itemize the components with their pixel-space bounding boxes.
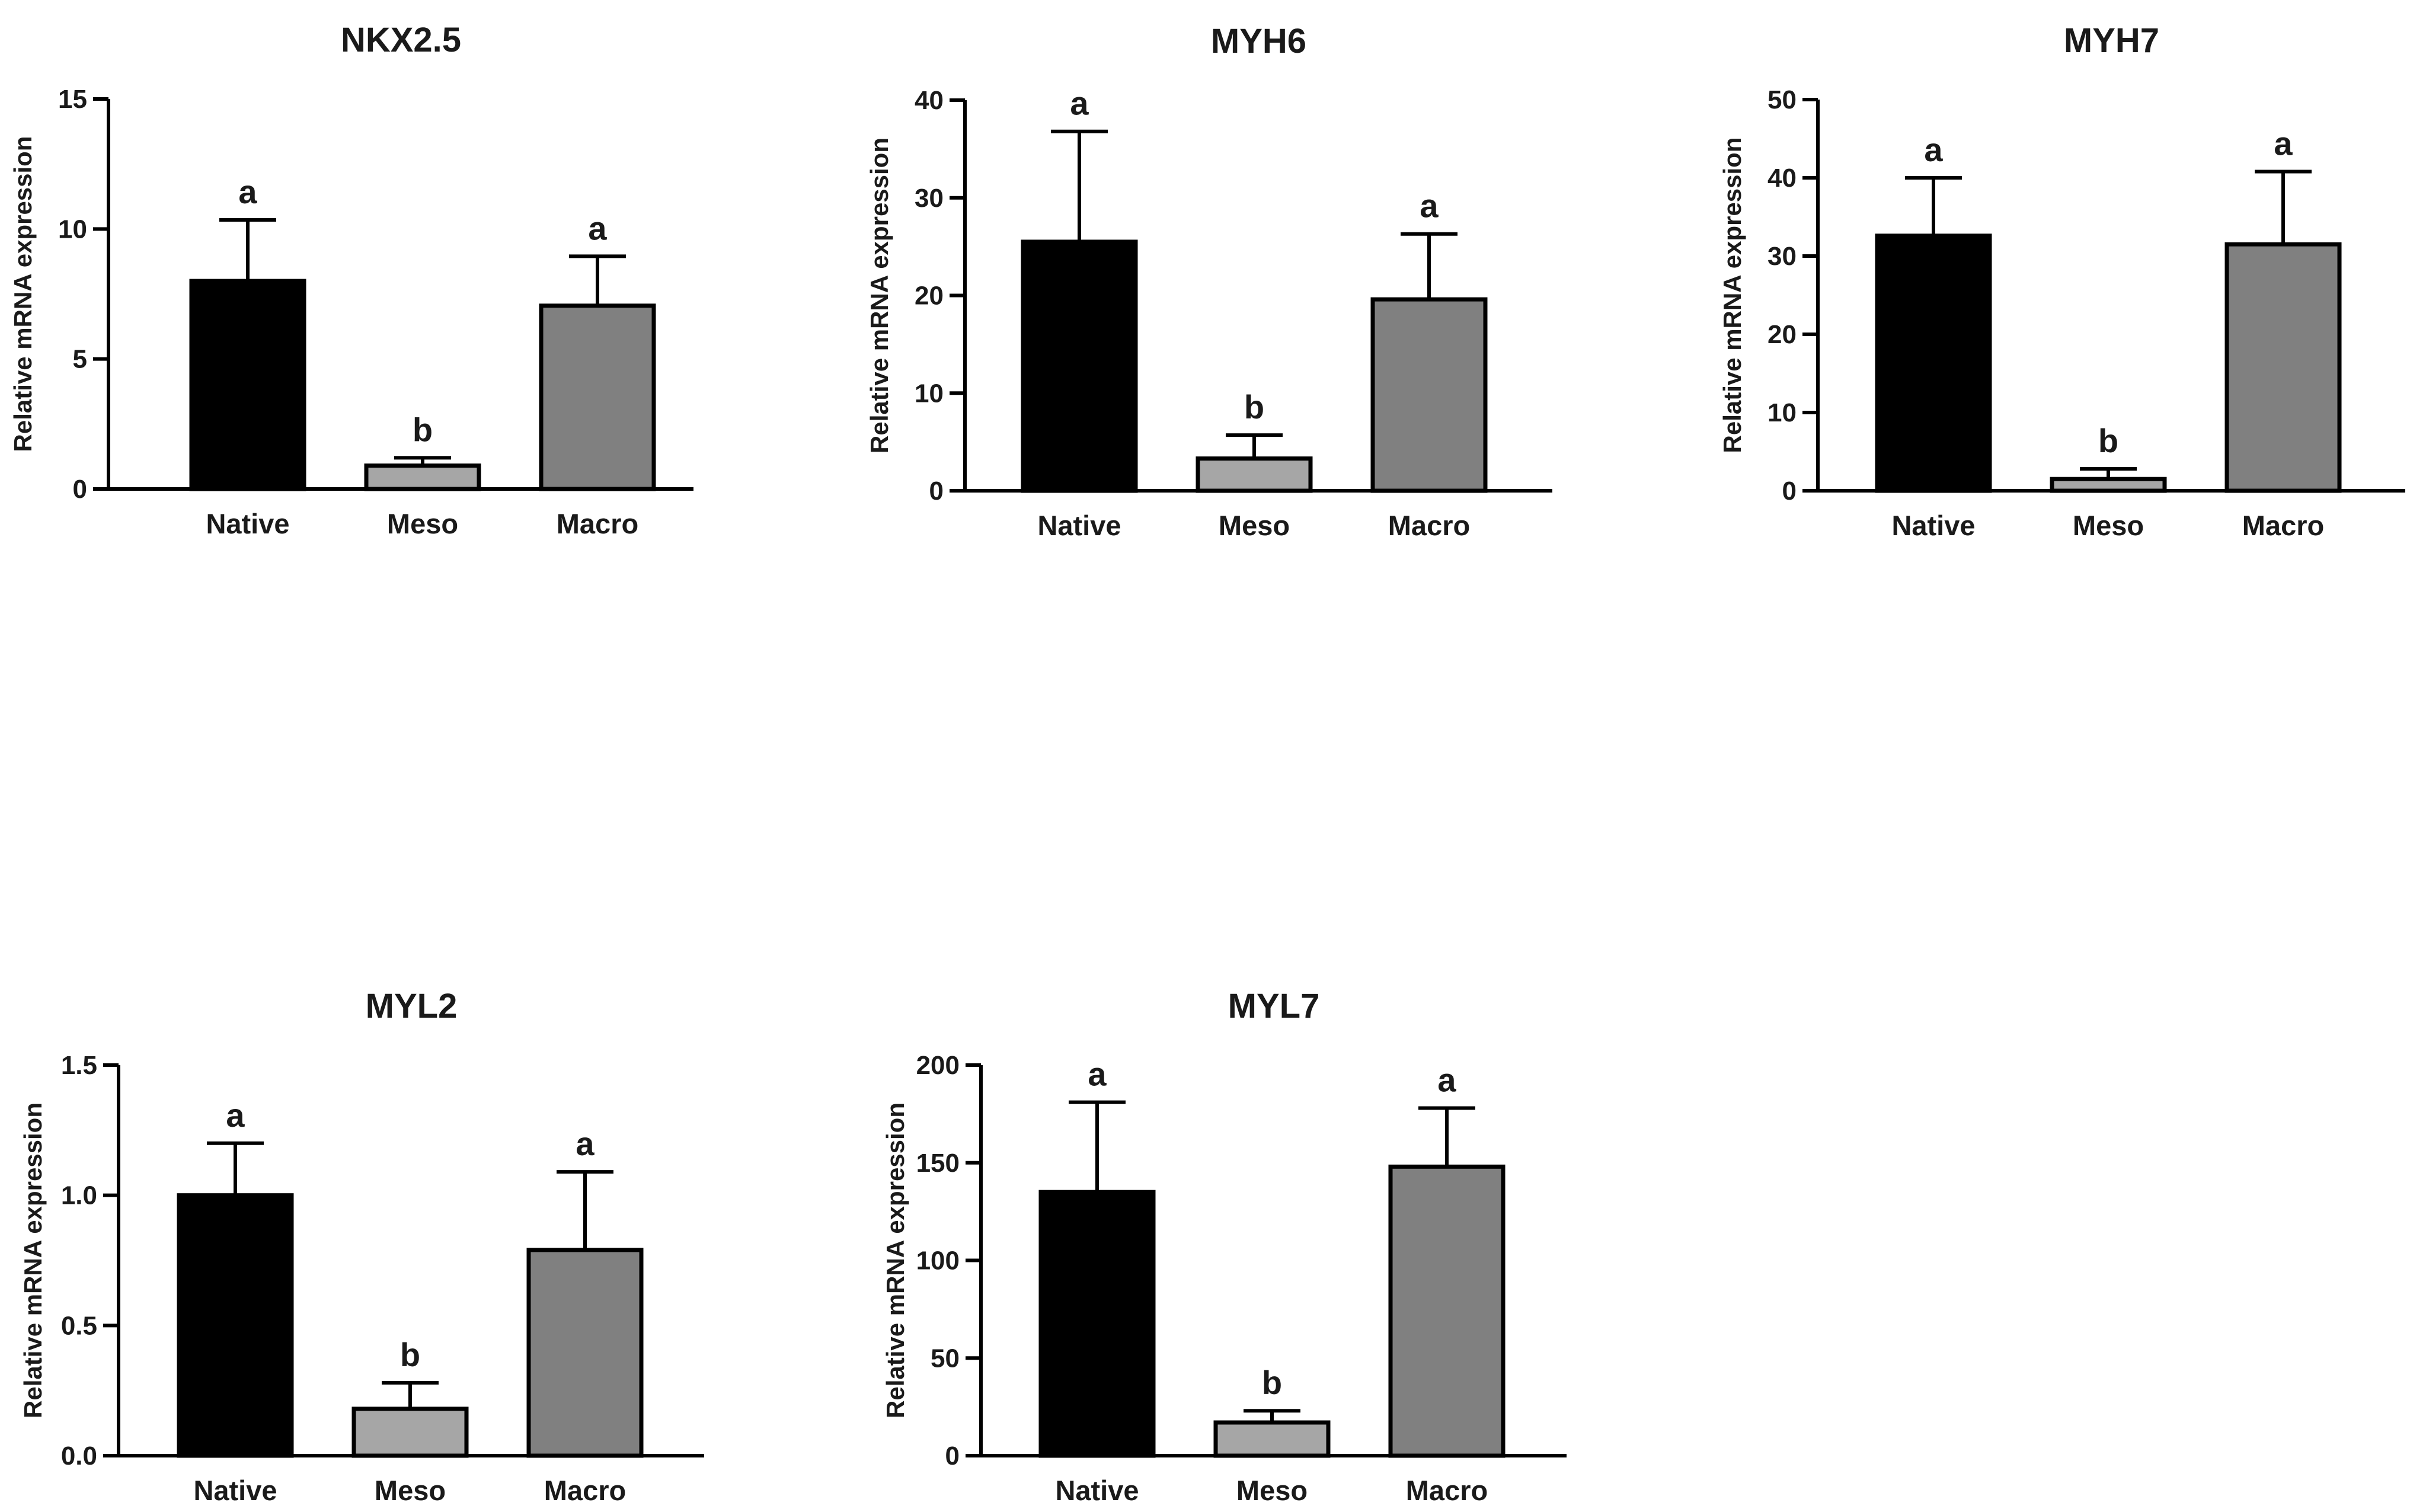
- significance-label-meso: b: [1262, 1364, 1282, 1401]
- x-tick-label-native: Native: [206, 508, 289, 539]
- bar-native: [1038, 1190, 1156, 1458]
- x-tick-label-native: Native: [1891, 510, 1975, 541]
- x-tick-label-native: Native: [1037, 510, 1121, 541]
- x-tick-label-meso: Meso: [1236, 1475, 1308, 1506]
- chart-nkx2-5: NKX2.5 Relative mRNA expression a Native b Me…: [9, 21, 693, 539]
- bar-meso: [1196, 456, 1313, 493]
- significance-label-macro: a: [2274, 124, 2293, 162]
- bar-native: [189, 279, 306, 491]
- bar-meso: [351, 1406, 469, 1458]
- significance-label-meso: b: [2098, 422, 2118, 459]
- chart-myh7: MYH7 Relative mRNA expression a Native b Meso…: [1718, 21, 2405, 541]
- x-tick-label-native: Native: [1055, 1475, 1139, 1506]
- y-tick-label: 0: [929, 477, 944, 506]
- x-tick-label-macro: Macro: [1388, 510, 1470, 541]
- significance-label-macro: a: [1437, 1061, 1456, 1098]
- bar-macro: [2224, 242, 2342, 493]
- y-tick-label: 200: [916, 1051, 960, 1080]
- chart-myl2: MYL2 Relative mRNA expression a Native b Meso…: [19, 987, 704, 1506]
- y-tick-label: 10: [915, 379, 944, 408]
- significance-label-meso: b: [413, 411, 433, 448]
- significance-label-meso: b: [400, 1336, 420, 1373]
- y-axis-label: Relative mRNA expression: [19, 1102, 47, 1418]
- x-tick-label-macro: Macro: [1406, 1475, 1488, 1506]
- bar-native: [1875, 234, 1992, 493]
- x-tick-label-macro: Macro: [557, 508, 638, 539]
- chart-myl7: MYL7 Relative mRNA expression a Native b Meso…: [881, 987, 1567, 1506]
- y-axis-label: Relative mRNA expression: [9, 136, 37, 452]
- significance-label-native: a: [1070, 85, 1089, 122]
- significance-label-macro: a: [588, 209, 607, 247]
- significance-label-macro: a: [1420, 187, 1439, 225]
- y-tick-label: 0: [945, 1441, 960, 1471]
- x-tick-label-meso: Meso: [375, 1475, 446, 1506]
- y-tick-label: 20: [1767, 320, 1797, 349]
- y-tick-label: 30: [915, 184, 944, 213]
- x-tick-label-meso: Meso: [387, 508, 458, 539]
- y-tick-label: 5: [73, 345, 87, 374]
- y-tick-label: 50: [931, 1344, 960, 1373]
- bar-macro: [539, 303, 656, 491]
- y-tick-label: 1.0: [61, 1181, 97, 1210]
- y-tick-label: 0: [73, 475, 87, 504]
- significance-label-meso: b: [1244, 388, 1264, 426]
- significance-label-native: a: [1088, 1056, 1107, 1093]
- y-tick-label: 50: [1767, 85, 1797, 114]
- y-tick-label: 20: [915, 282, 944, 311]
- significance-label-macro: a: [576, 1125, 594, 1162]
- significance-label-native: a: [226, 1097, 245, 1134]
- chart-title: MYH7: [2064, 21, 2159, 60]
- significance-label-native: a: [238, 173, 257, 210]
- y-axis-label: Relative mRNA expression: [881, 1102, 909, 1418]
- y-tick-label: 10: [1767, 398, 1797, 427]
- bar-meso: [364, 463, 481, 491]
- bar-meso: [1213, 1420, 1331, 1458]
- x-tick-label-native: Native: [193, 1475, 277, 1506]
- chart-title: MYL7: [1228, 987, 1320, 1025]
- x-tick-label-macro: Macro: [544, 1475, 626, 1506]
- y-tick-label: 40: [915, 86, 944, 115]
- bar-native: [177, 1193, 294, 1458]
- y-tick-label: 0.5: [61, 1311, 97, 1340]
- y-tick-label: 150: [916, 1149, 960, 1178]
- x-tick-label-meso: Meso: [1219, 510, 1290, 541]
- y-tick-label: 40: [1767, 164, 1797, 193]
- chart-title: NKX2.5: [341, 21, 461, 59]
- bar-macro: [1388, 1164, 1506, 1458]
- x-tick-label-meso: Meso: [2073, 510, 2144, 541]
- y-tick-label: 0: [1782, 477, 1797, 506]
- significance-label-native: a: [1924, 131, 1943, 168]
- y-tick-label: 100: [916, 1246, 960, 1276]
- y-tick-label: 30: [1767, 242, 1797, 271]
- bar-native: [1021, 239, 1138, 493]
- x-tick-label-macro: Macro: [2242, 510, 2324, 541]
- bar-macro: [526, 1248, 644, 1458]
- chart-myh6: MYH6 Relative mRNA expression a Native b Meso…: [865, 22, 1552, 541]
- chart-title: MYH6: [1211, 22, 1306, 60]
- y-axis-label: Relative mRNA expression: [1718, 138, 1746, 453]
- y-tick-label: 0.0: [61, 1441, 97, 1471]
- y-tick-label: 1.5: [61, 1051, 97, 1080]
- y-axis-label: Relative mRNA expression: [865, 138, 893, 453]
- y-tick-label: 15: [58, 85, 87, 114]
- chart-title: MYL2: [366, 987, 458, 1025]
- y-tick-label: 10: [58, 215, 87, 244]
- bar-macro: [1370, 297, 1488, 493]
